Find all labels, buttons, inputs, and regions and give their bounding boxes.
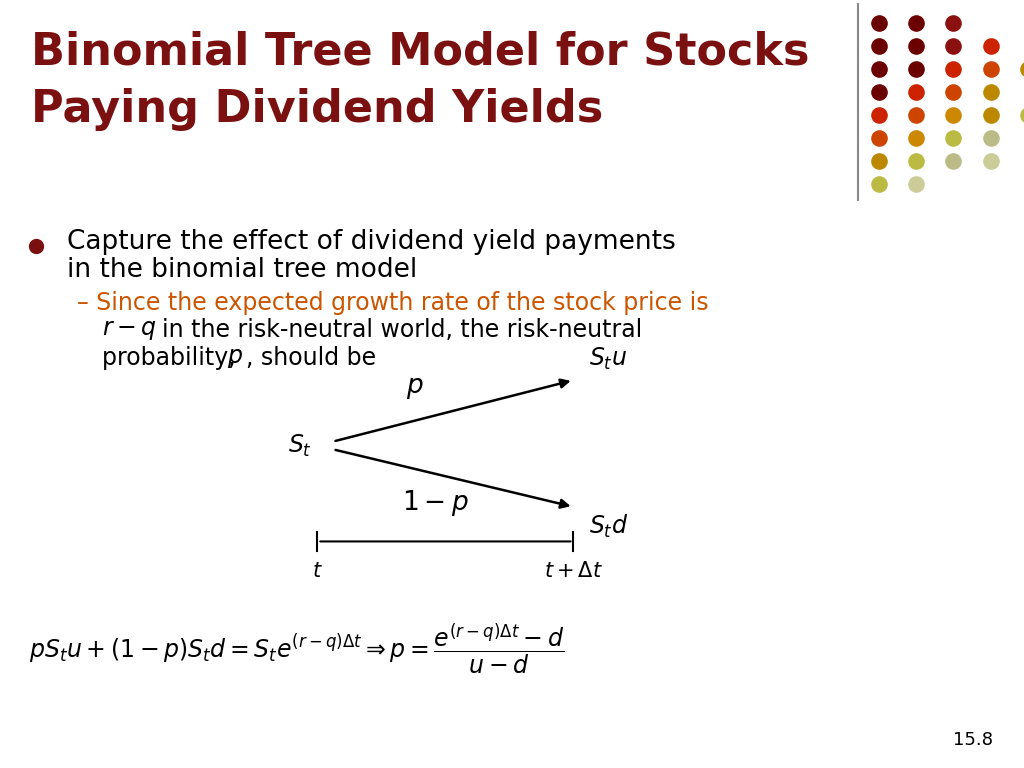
Text: in the binomial tree model: in the binomial tree model xyxy=(67,257,417,283)
Text: $r - q$: $r - q$ xyxy=(102,318,158,343)
Point xyxy=(907,132,924,144)
Point xyxy=(945,17,962,29)
Point xyxy=(983,40,999,52)
Text: $t$: $t$ xyxy=(312,561,323,581)
Point xyxy=(983,86,999,98)
Text: $S_t u$: $S_t u$ xyxy=(589,346,627,372)
Text: in the risk-neutral world, the risk-neutral: in the risk-neutral world, the risk-neut… xyxy=(162,318,642,343)
Point xyxy=(945,155,962,167)
Point xyxy=(870,155,887,167)
Point xyxy=(983,155,999,167)
Point xyxy=(907,40,924,52)
Point xyxy=(945,63,962,75)
Text: $p$: $p$ xyxy=(227,346,244,370)
Text: Binomial Tree Model for Stocks: Binomial Tree Model for Stocks xyxy=(31,31,809,74)
Point xyxy=(870,40,887,52)
Point xyxy=(870,109,887,121)
Text: $t + \Delta t$: $t + \Delta t$ xyxy=(544,561,603,581)
Point xyxy=(1020,109,1024,121)
Text: 15.8: 15.8 xyxy=(953,731,993,749)
Point xyxy=(907,178,924,190)
Text: Paying Dividend Yields: Paying Dividend Yields xyxy=(31,88,603,131)
Text: $pS_t u + (1 - p)S_t d = S_t e^{(r-q)\Delta t}\Rightarrow p = \dfrac{e^{(r-q)\De: $pS_t u + (1 - p)S_t d = S_t e^{(r-q)\De… xyxy=(29,621,564,677)
Point xyxy=(907,109,924,121)
Text: $S_t d$: $S_t d$ xyxy=(589,513,628,540)
Point xyxy=(945,132,962,144)
Point xyxy=(983,63,999,75)
Point xyxy=(870,17,887,29)
Point xyxy=(1020,63,1024,75)
Point xyxy=(983,109,999,121)
Point xyxy=(870,178,887,190)
Point xyxy=(907,86,924,98)
Text: $S_t$: $S_t$ xyxy=(289,432,312,458)
Text: Capture the effect of dividend yield payments: Capture the effect of dividend yield pay… xyxy=(67,229,675,255)
Point xyxy=(983,132,999,144)
Text: $\mathit{1 - p}$: $\mathit{1 - p}$ xyxy=(401,488,469,518)
Text: – Since the expected growth rate of the stock price is: – Since the expected growth rate of the … xyxy=(77,290,709,315)
Text: , should be: , should be xyxy=(246,346,376,370)
Point xyxy=(907,17,924,29)
Point xyxy=(945,86,962,98)
Point xyxy=(870,132,887,144)
Text: probability,: probability, xyxy=(102,346,244,370)
Point xyxy=(907,63,924,75)
Point xyxy=(28,240,44,252)
Point xyxy=(870,63,887,75)
Text: $\mathit{p}$: $\mathit{p}$ xyxy=(406,376,424,401)
Point xyxy=(945,40,962,52)
Point xyxy=(907,155,924,167)
Point xyxy=(945,109,962,121)
Point xyxy=(870,86,887,98)
